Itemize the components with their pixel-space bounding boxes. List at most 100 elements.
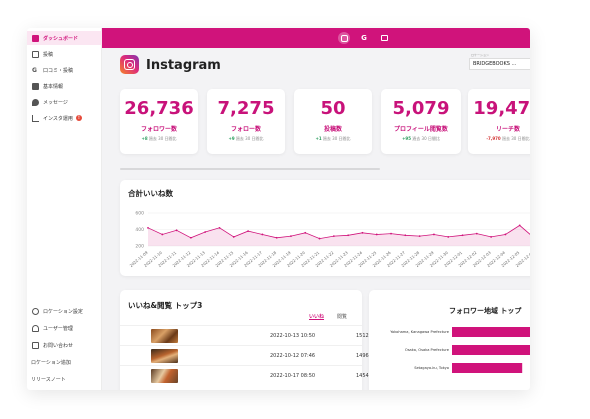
- y-tick-label: 200: [135, 244, 144, 250]
- likes-point: [161, 233, 164, 236]
- region-bar: [452, 363, 523, 373]
- table-row[interactable]: 2022-10-13 10:50 1512: [120, 325, 369, 345]
- likes-point: [232, 236, 235, 238]
- region-label: Osaka, Osaka Prefecture: [404, 348, 449, 352]
- instagram-icon[interactable]: [338, 32, 350, 44]
- sidebar-item-add-location[interactable]: ロケーション追加: [27, 355, 102, 369]
- likes-point: [304, 231, 307, 234]
- post-date: 2022-10-12 07:46: [270, 353, 316, 359]
- likes-chart-card: 合計いいね数 600 400 200 2022-11-09 2022-11-10 2022…: [120, 180, 530, 276]
- sidebar-item-label: 口コミ・投稿: [43, 67, 74, 74]
- stat-delta: +1 過去 30 日間比: [315, 136, 351, 141]
- users-icon: [32, 324, 39, 332]
- sidebar-item-label: ロケーション追加: [31, 359, 71, 366]
- section-divider: [120, 168, 380, 170]
- dashboard-icon: [32, 34, 39, 42]
- stat-card-followers: 26,736 フォロワー数 +8 過去 30 日間比: [120, 89, 198, 154]
- likes-series-line: [147, 224, 530, 240]
- likes-point: [518, 224, 521, 227]
- y-tick-label: 400: [135, 227, 144, 233]
- sidebar-item-contact[interactable]: お問い合わせ: [27, 338, 102, 352]
- stat-label: プロフィール閲覧数: [394, 126, 448, 133]
- sidebar-item-label: お問い合わせ: [43, 342, 74, 349]
- sidebar-item-reviews[interactable]: G 口コミ・投稿: [27, 63, 102, 77]
- follower-region-card: フォロワー地域 トップ Yokohama, Kanagawa Prefectur…: [369, 290, 530, 390]
- message-icon: [32, 98, 39, 106]
- likes-point: [375, 233, 378, 236]
- chart-title: 合計いいね数: [128, 189, 173, 198]
- sidebar-item-dashboard[interactable]: ダッシュボード: [27, 31, 102, 45]
- tab-views[interactable]: 閲覧: [337, 314, 348, 320]
- region-bar: [452, 327, 530, 337]
- page-title: Instagram: [146, 58, 221, 73]
- stat-card-posts: 50 投稿数 +1 過去 30 日間比: [294, 89, 372, 154]
- likes-point: [332, 235, 335, 237]
- google-icon[interactable]: G: [361, 34, 367, 42]
- likes-point: [433, 233, 435, 236]
- region-bar-chart: [452, 327, 530, 373]
- likes-point: [447, 236, 450, 238]
- mail-icon: [32, 341, 39, 349]
- likes-point: [390, 232, 392, 235]
- main-content: Instagram ロケーション BRIDGEBOOKS ... 26,736 …: [102, 48, 530, 390]
- sidebar-item-basic-info[interactable]: 基本情報: [27, 79, 102, 93]
- stat-label: フォロー数: [230, 126, 261, 133]
- likes-point: [290, 235, 292, 237]
- sidebar-item-user-management[interactable]: ユーザー管理: [27, 321, 102, 335]
- sidebar-item-label: ロケーション設定: [43, 308, 83, 315]
- post-icon: [32, 50, 39, 58]
- sidebar-item-location-settings[interactable]: ロケーション設定: [27, 304, 102, 318]
- post-thumbnail: [151, 349, 178, 363]
- stat-value: 26,736: [124, 98, 194, 119]
- likes-point: [261, 233, 264, 236]
- top3-title: いいね&閲覧 トップ3: [128, 301, 203, 310]
- stat-label: フォロワー数: [140, 126, 177, 133]
- post-date: 2022-10-17 08:50: [270, 373, 316, 379]
- likes-area-chart: 6004002002022-11-092022-11-102022-11-112…: [129, 211, 530, 268]
- post-likes: 1512: [356, 333, 369, 339]
- region-chart-title: フォロワー地域 トップ: [449, 307, 522, 315]
- stat-value: 5,079: [392, 98, 450, 119]
- sidebar-item-messages[interactable]: メッセージ: [27, 95, 102, 109]
- post-likes: 1454: [356, 373, 369, 379]
- top-bar: G: [102, 28, 530, 48]
- likes-area-fill: [148, 225, 530, 246]
- sidebar-item-label: 投稿: [43, 51, 54, 58]
- likes-point: [147, 226, 149, 229]
- table-row[interactable]: 2022-10-12 07:46 1496: [120, 345, 369, 365]
- sidebar-item-insta[interactable]: インスタ運用 !: [27, 111, 102, 125]
- likes-point: [275, 236, 278, 239]
- tab-likes[interactable]: いいね: [309, 314, 325, 320]
- sidebar-item-label: メッセージ: [43, 99, 68, 106]
- instagram-logo-icon: [120, 55, 139, 74]
- likes-point: [475, 232, 478, 235]
- likes-point: [404, 234, 407, 237]
- stat-delta: +95 過去 30 日間比: [402, 136, 440, 141]
- stat-delta: +8 過去 30 日間比: [141, 136, 177, 141]
- top3-card: いいね&閲覧 トップ3 いいね 閲覧 2022-10-13 10:50 1512…: [120, 290, 369, 390]
- likes-point: [204, 231, 207, 233]
- likes-point: [189, 236, 192, 239]
- post-thumbnail: [151, 369, 178, 383]
- region-bar: [452, 345, 530, 355]
- sidebar-item-posts[interactable]: 投稿: [27, 47, 102, 61]
- location-settings-icon: [32, 307, 39, 315]
- chat-icon[interactable]: [378, 32, 390, 44]
- sidebar: ダッシュボード 投稿 G 口コミ・投稿 基本情報 メッセージ インスタ運用 ! …: [27, 28, 102, 390]
- location-select[interactable]: BRIDGEBOOKS ...: [469, 58, 530, 70]
- stat-delta: +9 過去 30 日間比: [228, 136, 264, 141]
- stat-card-following: 7,275 フォロー数 +9 過去 30 日間比: [207, 89, 285, 154]
- stat-label: リーチ数: [495, 126, 520, 133]
- sidebar-item-label: インスタ運用: [43, 115, 73, 122]
- post-thumbnail: [151, 329, 178, 343]
- y-tick-label: 600: [135, 211, 144, 217]
- likes-point: [490, 236, 493, 238]
- chart-icon: [32, 114, 39, 122]
- sidebar-item-release-notes[interactable]: リリースノート: [27, 372, 102, 386]
- likes-point: [318, 237, 321, 240]
- table-row[interactable]: 2022-10-17 08:50 1454: [120, 365, 369, 385]
- likes-point: [461, 234, 464, 237]
- region-label: Yokohama, Kanagawa Prefecture: [390, 330, 449, 334]
- location-label: ロケーション: [471, 53, 489, 57]
